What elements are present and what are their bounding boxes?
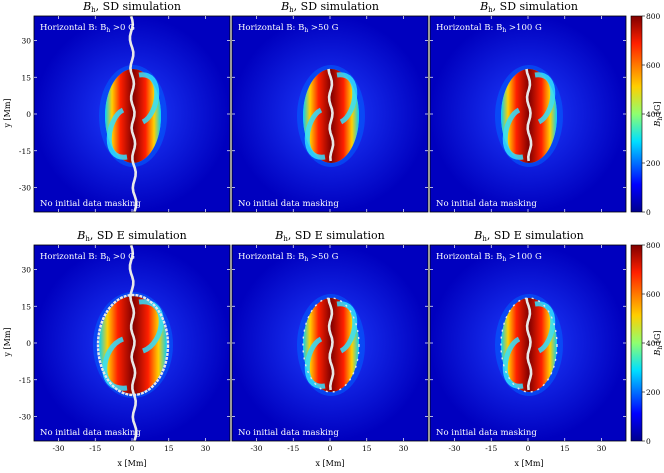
x-tick-label: 0: [130, 444, 135, 453]
y-tick-label: -15: [19, 376, 31, 385]
polarity-inversion-line: [128, 15, 138, 213]
y-tick-label: 15: [21, 73, 31, 82]
mask-outline: [96, 293, 170, 397]
x-tick-label: 30: [597, 444, 607, 453]
y-tick-label: -15: [19, 147, 31, 156]
polarity-inversion-line: [128, 244, 138, 442]
x-tick-label: 15: [560, 444, 570, 453]
x-tick-label: 30: [201, 444, 211, 453]
x-tick-label: 0: [526, 444, 531, 453]
row1-title-left: Bh, SD simulation: [82, 0, 181, 14]
swirl-arm-right: [138, 72, 160, 125]
y-tick-label: -30: [19, 413, 31, 422]
masking-note: No initial data masking: [436, 428, 537, 438]
colorbar-top-label: Bh [G]: [653, 102, 664, 128]
row2-title-right: Bh, SD E simulation: [473, 229, 583, 243]
swirl-arm-left: [102, 336, 128, 391]
swirl-arm-right: [138, 299, 164, 354]
x-tick-label: 0: [328, 444, 333, 453]
panel-r2-c3: Horizontal B: Bh >100 G No initial data m…: [429, 244, 627, 453]
swirl-arm-right: [336, 301, 358, 354]
row2-title-mid: Bh, SD E simulation: [274, 229, 384, 243]
colorbar-top: 800 600 400 200 0 Bh [G]: [630, 12, 664, 217]
x-tick-label: 15: [362, 444, 372, 453]
colorbar-tick-label: 600: [646, 61, 661, 70]
masking-note: No initial data masking: [40, 428, 141, 438]
panel-r2-c2: Horizontal B: Bh >50 G No initial data ma…: [231, 244, 429, 453]
swirl-arm-right: [336, 72, 358, 125]
y-tick-label: 30: [21, 266, 31, 275]
x-tick-label: 30: [399, 444, 409, 453]
colorbar-bottom: 800 600 400 200 0 Bh [G]: [630, 241, 664, 446]
colorbar-tick-label: 800: [646, 12, 661, 21]
swirl-arm-left: [304, 107, 326, 160]
threshold-label: Horizontal B: Bh >0 G: [40, 23, 135, 34]
panel-r1-c2: Horizontal B: Bh >50 G No initial data ma…: [231, 15, 429, 213]
mask-outline: [500, 297, 558, 393]
x-tick-label: -30: [250, 444, 262, 453]
colorbar-tick-label: 0: [646, 208, 651, 217]
x-tick-label: 15: [164, 444, 174, 453]
row1-title-right: Bh, SD simulation: [479, 0, 578, 14]
x-axis-label-right: x [Mm]: [514, 459, 543, 468]
row1-title-mid: Bh, SD simulation: [280, 0, 379, 14]
swirl-arm-right: [534, 72, 556, 125]
x-tick-label: -15: [287, 444, 299, 453]
colorbar-tick-label: 800: [646, 241, 661, 250]
panels-group: Horizontal B: Bh >0 G No initial data mas…: [19, 15, 627, 453]
y-tick-label: 15: [21, 302, 31, 311]
panel-r2-c1: Horizontal B: Bh >0 G No initial data mas…: [19, 244, 231, 453]
colorbar-tick-label: 200: [646, 159, 661, 168]
swirl-arm-left: [502, 336, 524, 389]
polarity-inversion-line: [525, 297, 533, 391]
colorbar-tick-label: 400: [646, 110, 661, 119]
masking-note: No initial data masking: [238, 428, 339, 438]
y-tick-label: 30: [21, 37, 31, 46]
x-tick-label: -15: [485, 444, 497, 453]
threshold-label: Horizontal B: Bh >100 G: [436, 23, 542, 34]
swirl-arm-left: [304, 336, 326, 389]
threshold-label: Horizontal B: Bh >100 G: [436, 252, 542, 263]
x-tick-label: -30: [448, 444, 460, 453]
colorbar-bottom-label: Bh [G]: [653, 331, 664, 357]
polarity-inversion-line: [525, 68, 533, 162]
threshold-label: Horizontal B: Bh >50 G: [238, 252, 339, 263]
swirl-arm-right: [534, 301, 556, 354]
colorbar-bottom-gradient: [630, 244, 643, 442]
x-tick-label: -15: [89, 444, 101, 453]
y-axis-label-bottom: y [Mm]: [3, 327, 12, 357]
swirl-arm-left: [502, 107, 524, 160]
x-axis-label-left: x [Mm]: [117, 459, 146, 468]
panel-r1-c3: Horizontal B: Bh >100 G No initial data m…: [429, 15, 627, 213]
colorbar-tick-label: 0: [646, 437, 651, 446]
x-axis-label-mid: x [Mm]: [315, 459, 344, 468]
y-tick-label: 0: [26, 110, 31, 119]
polarity-inversion-line: [327, 297, 335, 391]
mask-outline: [302, 297, 360, 393]
colorbar-tick-label: 600: [646, 290, 661, 299]
y-axis-label-top: y [Mm]: [3, 98, 12, 128]
masking-note: No initial data masking: [238, 199, 339, 209]
y-tick-label: -30: [19, 184, 31, 193]
colorbar-tick-label: 400: [646, 339, 661, 348]
masking-note: No initial data masking: [40, 199, 141, 209]
colorbar-tick-label: 200: [646, 388, 661, 397]
y-tick-label: 0: [26, 339, 31, 348]
x-tick-label: -30: [52, 444, 64, 453]
masking-note: No initial data masking: [436, 199, 537, 209]
threshold-label: Horizontal B: Bh >0 G: [40, 252, 135, 263]
row2-title-left: Bh, SD E simulation: [76, 229, 186, 243]
polarity-inversion-line: [327, 68, 335, 162]
swirl-arm-left: [106, 107, 128, 160]
colorbar-top-gradient: [630, 15, 643, 213]
threshold-label: Horizontal B: Bh >50 G: [238, 23, 339, 34]
panel-r1-c1: Horizontal B: Bh >0 G No initial data mas…: [19, 15, 231, 213]
